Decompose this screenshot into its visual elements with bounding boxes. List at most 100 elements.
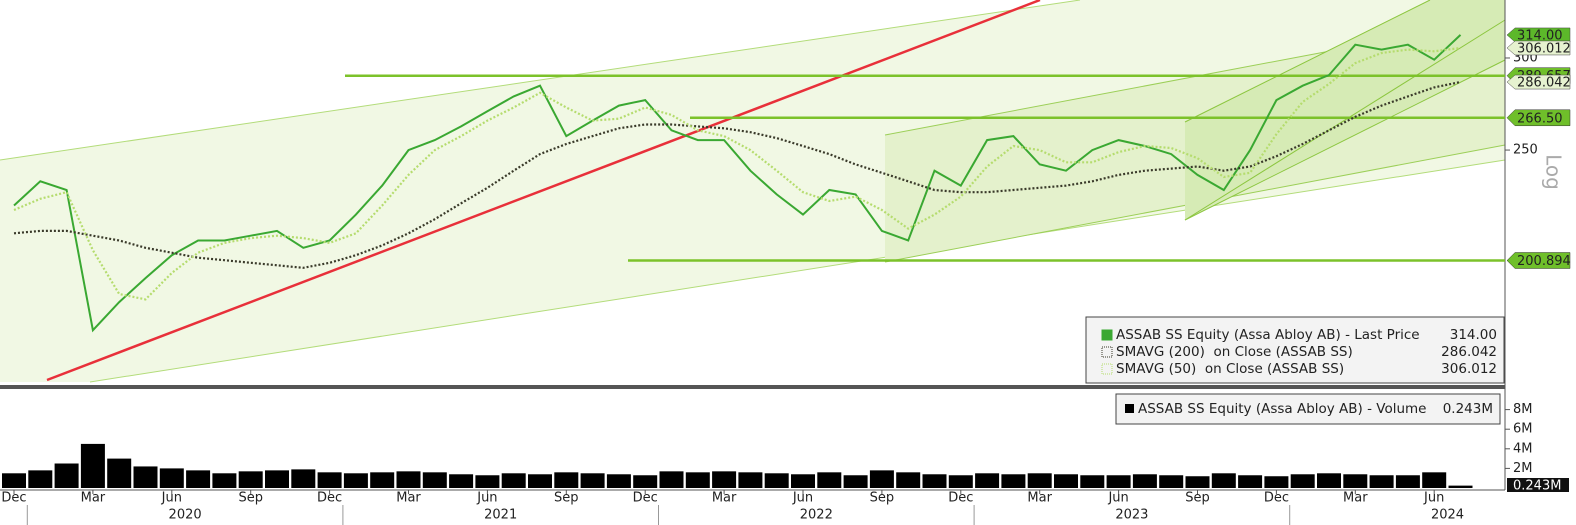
volume-bar xyxy=(186,470,211,488)
volume-bar xyxy=(1027,473,1052,488)
panel-divider xyxy=(0,385,1505,389)
last-label: 314.00 xyxy=(1517,28,1563,43)
volume-bar xyxy=(764,473,789,488)
channel-edge xyxy=(1184,0,1431,123)
x-tick-label: Dec xyxy=(1,491,26,506)
volume-bar xyxy=(212,473,237,488)
legend-value: 314.00 xyxy=(1450,327,1497,343)
legend-box xyxy=(1115,393,1501,425)
year-label: 2022 xyxy=(800,508,833,523)
x-tick-label: Jun xyxy=(1423,491,1444,506)
volume-bar xyxy=(738,472,763,488)
x-tick-label: Sep xyxy=(554,491,579,506)
volume-bar xyxy=(422,472,447,488)
level-tag xyxy=(1506,252,1571,269)
volume-bar xyxy=(922,474,947,488)
channel-edge xyxy=(89,159,1506,383)
volume-bar xyxy=(606,474,631,488)
volume-bar xyxy=(1290,474,1315,488)
last-label: 286.042 xyxy=(1517,76,1571,91)
volume-bar xyxy=(133,466,158,488)
x-tick-label: Dec xyxy=(633,491,658,506)
sma-line xyxy=(13,80,1461,269)
legend-swatch xyxy=(1101,329,1113,341)
volume-bar xyxy=(1080,475,1105,488)
volume-bar xyxy=(659,471,684,488)
x-tick-label: Dec xyxy=(317,491,342,506)
volume-bar xyxy=(843,475,868,488)
volume-bar xyxy=(1238,475,1263,488)
channel-edge xyxy=(0,0,1081,161)
x-tick-label: Jun xyxy=(1107,491,1128,506)
volume-bar xyxy=(80,443,105,488)
volume-bar xyxy=(975,473,1000,488)
last-label: 306.012 xyxy=(1517,41,1571,56)
volume-bar xyxy=(1369,475,1394,488)
level-label: 266.50 xyxy=(1517,111,1563,126)
legend-value: 286.042 xyxy=(1441,344,1497,360)
x-tick-label: Sep xyxy=(1185,491,1210,506)
volume-bar xyxy=(554,472,579,488)
x-tick-label: Dec xyxy=(948,491,973,506)
year-label: 2020 xyxy=(169,508,202,523)
volume-bar xyxy=(712,471,737,488)
volume-bar xyxy=(1106,475,1131,488)
volume-bar xyxy=(28,470,53,488)
volume-bar xyxy=(1185,476,1210,488)
channel-edge xyxy=(1184,59,1506,221)
volume-tick-label: 8M xyxy=(1513,402,1533,417)
last-tag xyxy=(1506,40,1571,56)
volume-bar xyxy=(1448,485,1473,488)
level-tag xyxy=(1506,109,1571,127)
volume-bar xyxy=(1001,474,1026,488)
legend-value: 306.012 xyxy=(1441,361,1497,377)
legend-value: 0.243M xyxy=(1443,401,1493,417)
x-tick-label: Jun xyxy=(161,491,182,506)
volume-bar xyxy=(948,475,973,488)
x-tick-label: Sep xyxy=(238,491,263,506)
volume-bar xyxy=(449,474,474,488)
volume-bar xyxy=(896,472,921,488)
x-tick-label: Jun xyxy=(792,491,813,506)
volume-bar xyxy=(633,475,658,488)
x-tick-label: Jun xyxy=(476,491,497,506)
volume-bar xyxy=(1422,472,1447,488)
volume-bar xyxy=(238,471,263,488)
year-label: 2023 xyxy=(1115,508,1148,523)
legend-label: SMAVG (200) on Close (ASSAB SS) xyxy=(1116,344,1353,360)
volume-bar xyxy=(291,469,316,488)
volume-last-label: 0.243M xyxy=(1513,479,1561,494)
last-tag xyxy=(1506,27,1571,43)
year-label: 2024 xyxy=(1431,508,1464,523)
volume-bar xyxy=(370,472,395,488)
volume-tick-label: 4M xyxy=(1513,441,1533,456)
volume-bar xyxy=(817,472,842,488)
volume-bar xyxy=(1159,475,1184,488)
volume-tick-label: 2M xyxy=(1513,461,1533,476)
x-tick-label: Mar xyxy=(1027,491,1052,506)
volume-bar xyxy=(1395,475,1420,488)
channel-edge xyxy=(1184,19,1506,221)
volume-bar xyxy=(1264,476,1289,488)
x-tick-label: Mar xyxy=(712,491,737,506)
volume-bar xyxy=(869,470,894,488)
volume-bar xyxy=(343,473,368,488)
last-tag xyxy=(1506,74,1571,90)
volume-bar xyxy=(54,463,79,488)
year-label: 2021 xyxy=(484,508,517,523)
volume-bar xyxy=(1132,474,1157,488)
volume-bar xyxy=(501,473,526,488)
price-line xyxy=(13,34,1462,333)
volume-bar xyxy=(107,458,132,488)
volume-legend: ASSAB SS Equity (Assa Abloy AB) - Volume… xyxy=(1115,393,1501,425)
x-tick-label: Mar xyxy=(81,491,106,506)
y-tick-label: 250 xyxy=(1513,143,1538,158)
trend-line xyxy=(46,0,1041,382)
volume-bar xyxy=(2,473,26,488)
volume-bar xyxy=(265,470,289,488)
volume-bar xyxy=(317,472,342,488)
volume-bar xyxy=(1343,474,1368,488)
legend-swatch xyxy=(1101,346,1113,358)
volume-bar xyxy=(396,471,421,488)
